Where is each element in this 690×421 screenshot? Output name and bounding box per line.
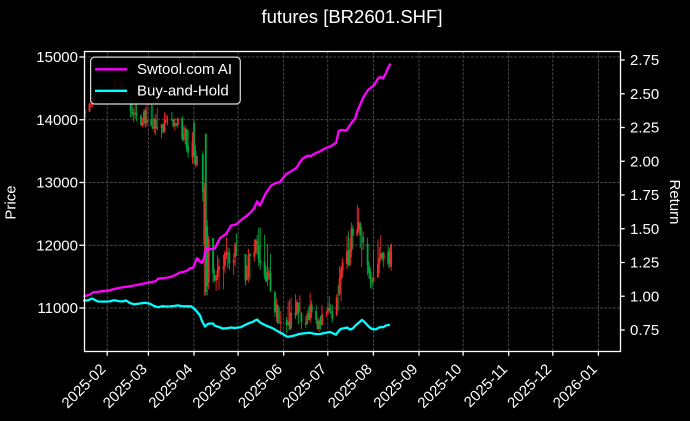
svg-text:Swtool.com AI: Swtool.com AI <box>137 61 232 78</box>
svg-text:15000: 15000 <box>36 49 78 66</box>
svg-text:2.25: 2.25 <box>630 120 659 137</box>
svg-text:14000: 14000 <box>36 112 78 129</box>
svg-text:1.50: 1.50 <box>630 221 659 238</box>
svg-text:11000: 11000 <box>37 300 78 317</box>
svg-text:2.50: 2.50 <box>630 86 659 103</box>
svg-text:12000: 12000 <box>36 237 78 254</box>
svg-text:futures [BR2601.SHF]: futures [BR2601.SHF] <box>262 6 443 27</box>
svg-text:1.75: 1.75 <box>630 187 659 204</box>
svg-text:13000: 13000 <box>36 175 78 192</box>
svg-text:1.00: 1.00 <box>630 288 659 305</box>
svg-text:Return: Return <box>666 179 683 224</box>
svg-text:Buy-and-Hold: Buy-and-Hold <box>137 83 229 100</box>
svg-text:1.25: 1.25 <box>630 255 659 272</box>
svg-text:0.75: 0.75 <box>630 322 659 339</box>
svg-text:2.00: 2.00 <box>630 153 659 170</box>
svg-text:Price: Price <box>3 185 20 219</box>
svg-text:2.75: 2.75 <box>630 52 659 69</box>
